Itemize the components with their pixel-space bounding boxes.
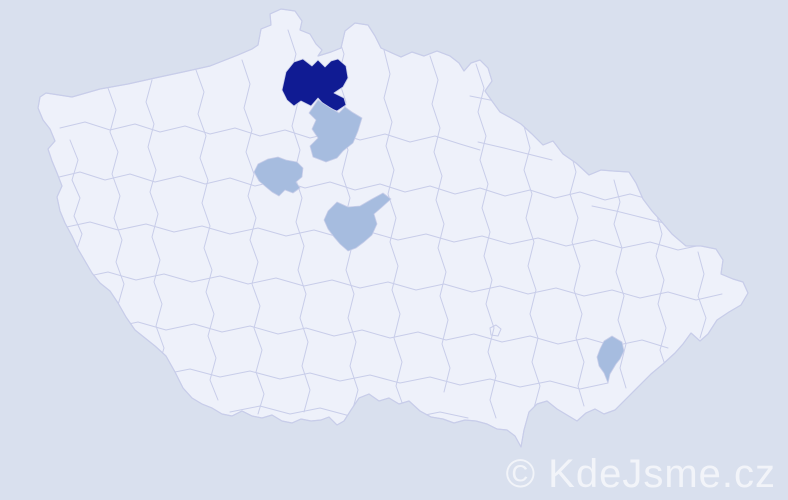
district-highlight-north-central[interactable]: [308, 99, 363, 163]
watermark-text: © KdeJsme.cz: [506, 452, 776, 496]
highlighted-districts: [253, 58, 625, 384]
district-highlight-central-south[interactable]: [323, 192, 392, 252]
district-highlight-west-central[interactable]: [253, 156, 304, 197]
country-outline: [37, 8, 749, 448]
district-highlight-southeast[interactable]: [596, 335, 625, 384]
district-highlight-dark-north[interactable]: [281, 58, 349, 112]
